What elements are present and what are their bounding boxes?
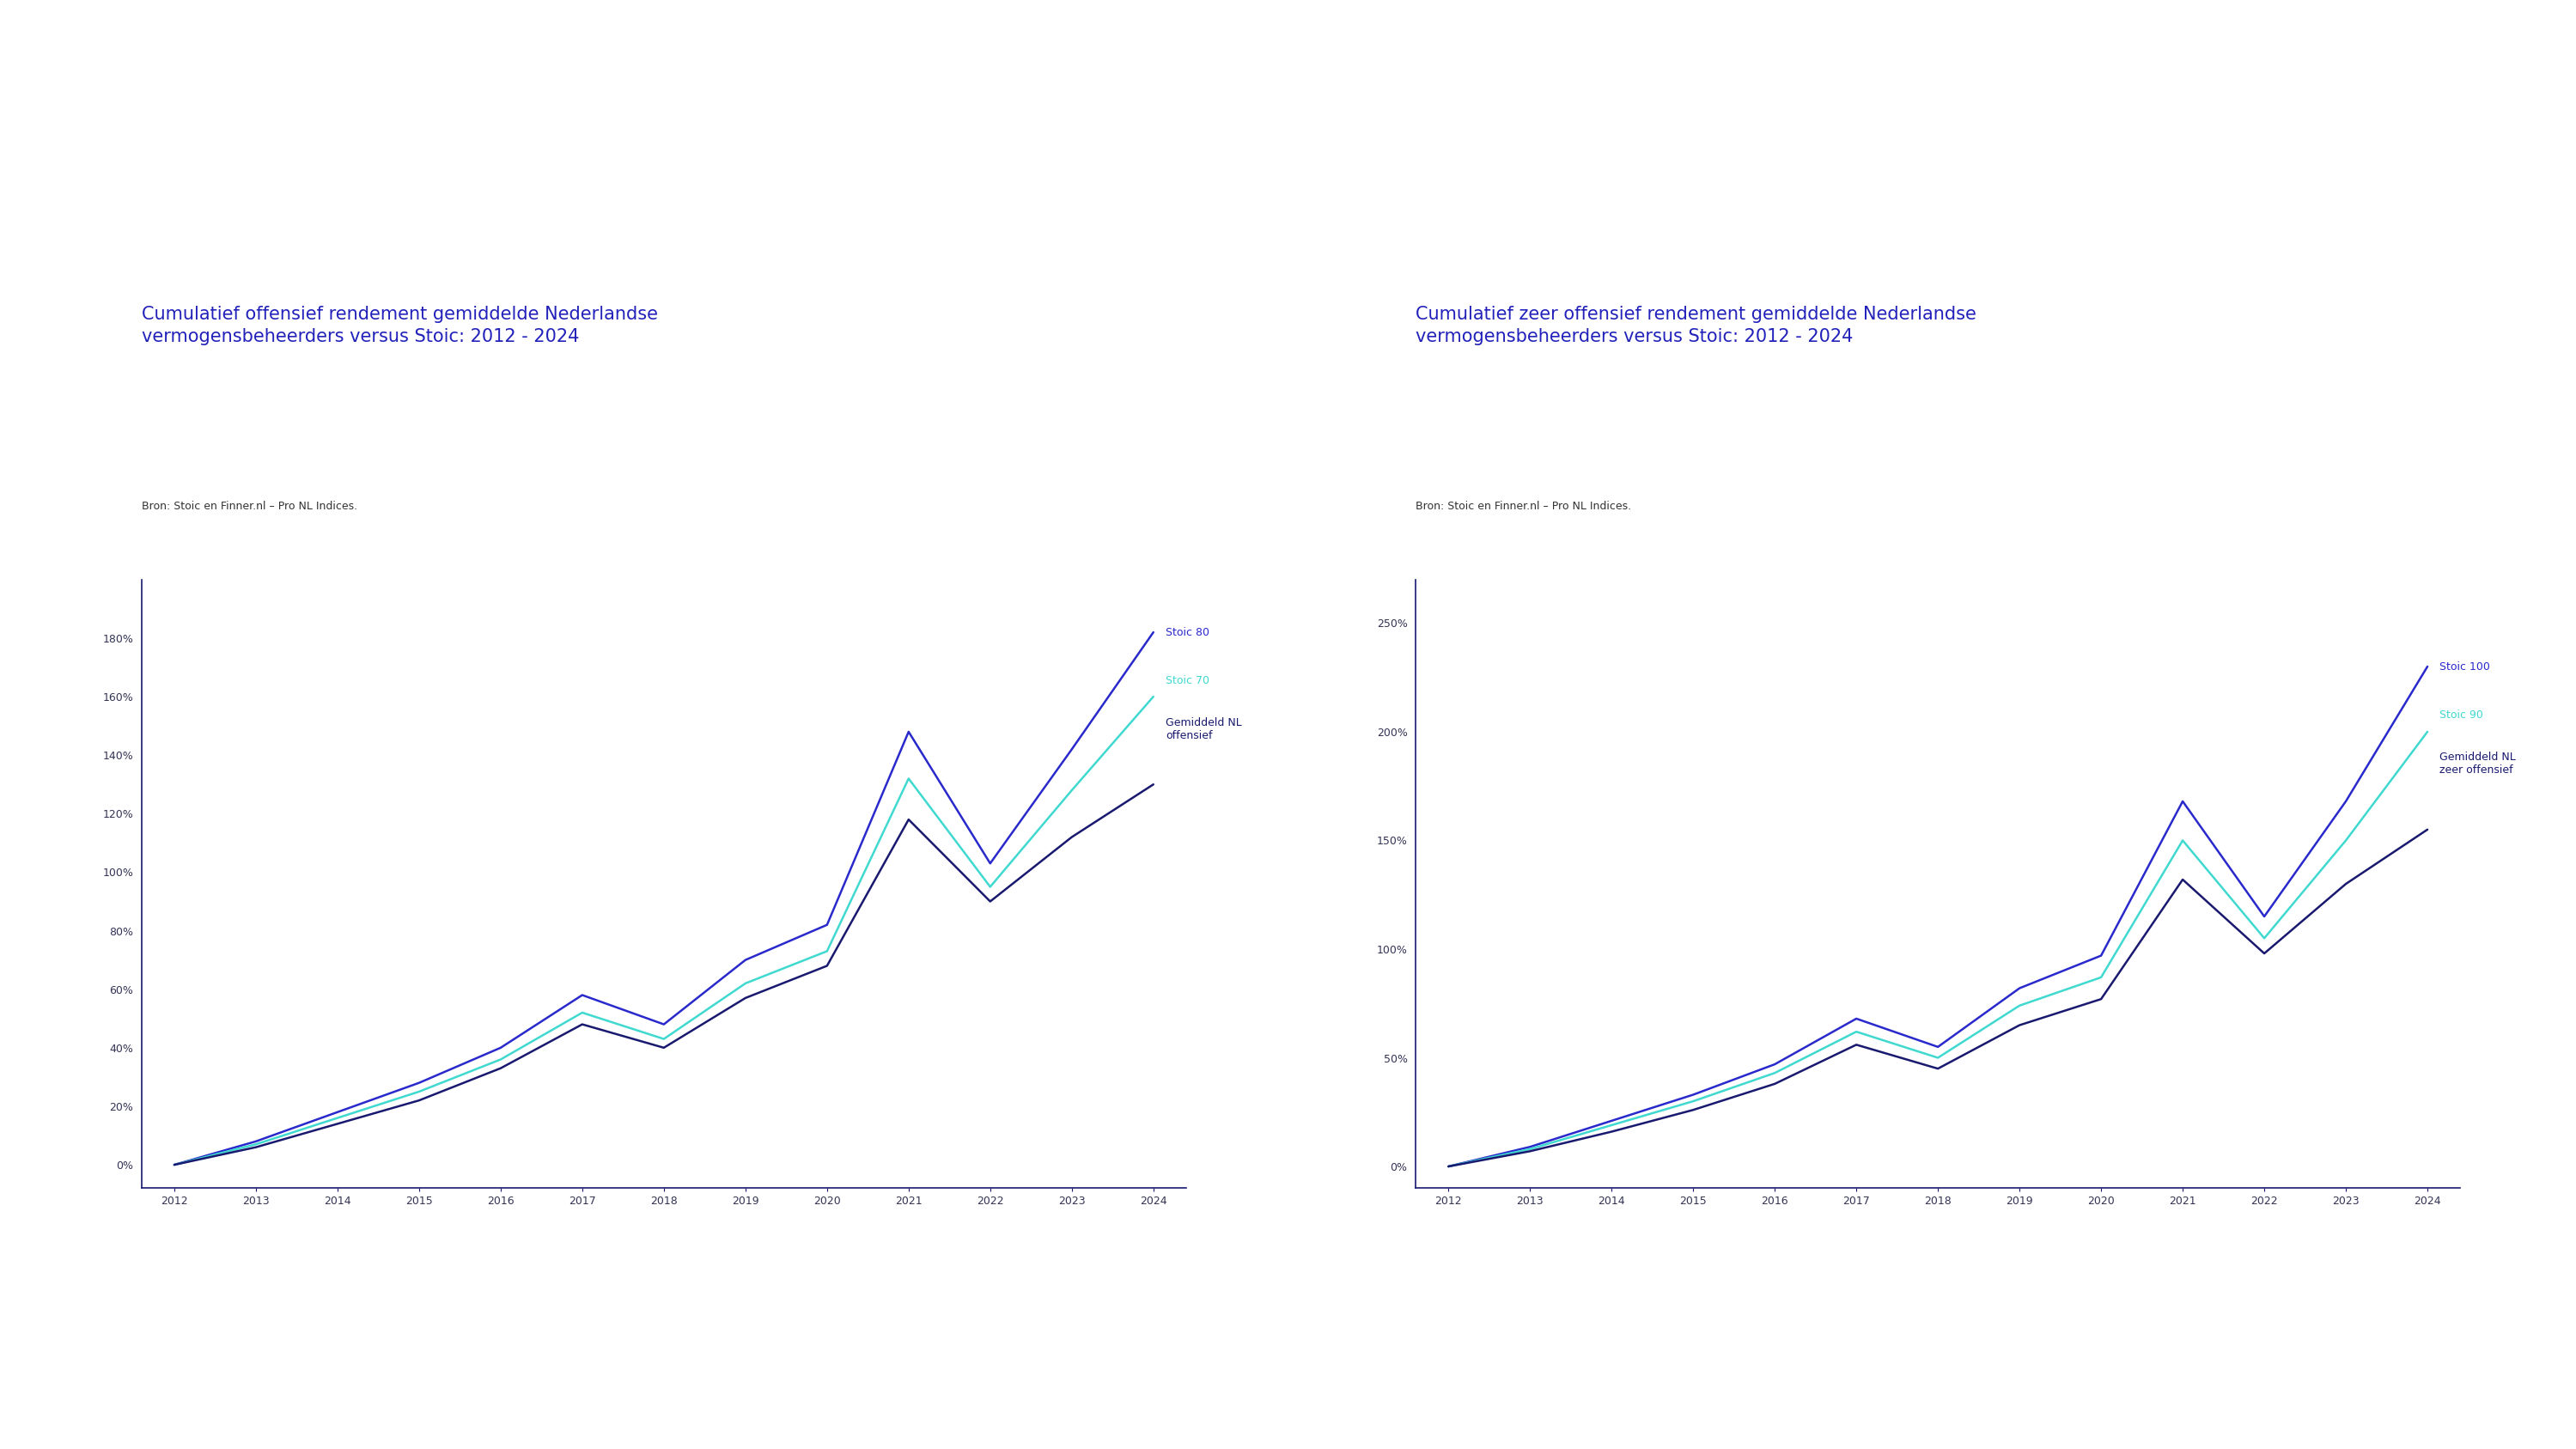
- Text: Bron: Stoic en Finner.nl – Pro NL Indices.: Bron: Stoic en Finner.nl – Pro NL Indice…: [142, 500, 358, 511]
- Text: Cumulatief zeer offensief rendement gemiddelde Nederlandse
vermogensbeheerders v: Cumulatief zeer offensief rendement gemi…: [1417, 306, 1976, 346]
- Text: Stoic 80: Stoic 80: [1164, 626, 1208, 638]
- Text: Stoic 90: Stoic 90: [2439, 710, 2483, 720]
- Text: Gemiddeld NL
offensief: Gemiddeld NL offensief: [1164, 717, 1242, 742]
- Text: Gemiddeld NL
zeer offensief: Gemiddeld NL zeer offensief: [2439, 752, 2517, 775]
- Text: Bron: Stoic en Finner.nl – Pro NL Indices.: Bron: Stoic en Finner.nl – Pro NL Indice…: [1417, 500, 1631, 511]
- Text: Stoic 100: Stoic 100: [2439, 661, 2491, 672]
- Text: Cumulatief offensief rendement gemiddelde Nederlandse
vermogensbeheerders versus: Cumulatief offensief rendement gemiddeld…: [142, 306, 657, 346]
- Text: Stoic 70: Stoic 70: [1164, 675, 1208, 687]
